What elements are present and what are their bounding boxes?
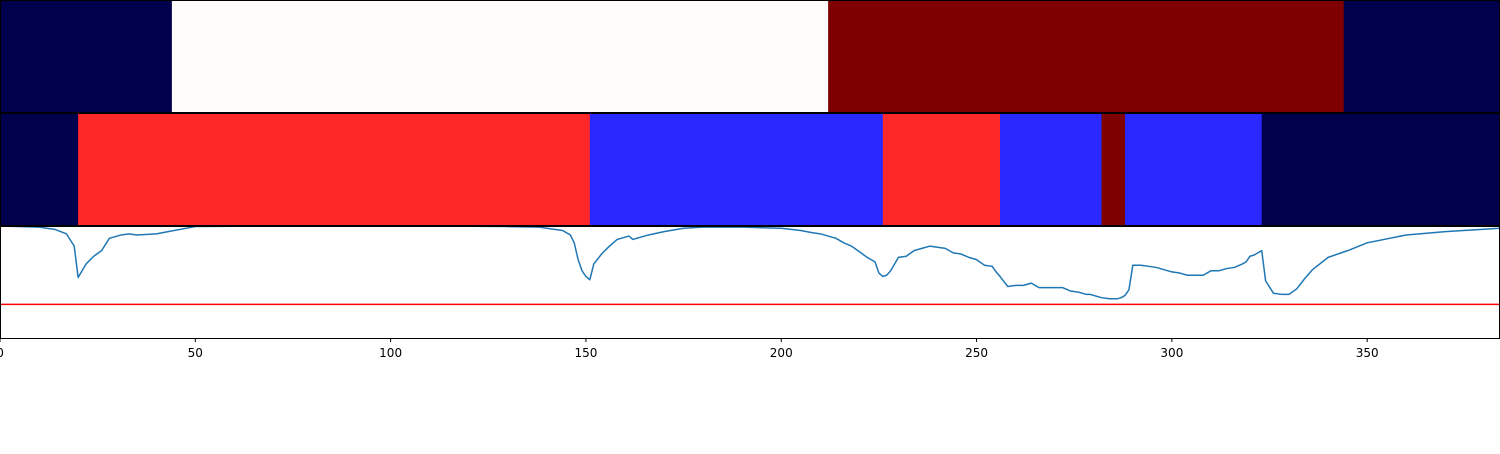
top-band-segment-0 bbox=[0, 0, 173, 112]
middle-band-segment-7 bbox=[1261, 113, 1500, 225]
x-axis: 0 50 100 150 200 250 300 350 bbox=[0, 338, 1379, 360]
line-panel bbox=[0, 226, 1500, 339]
top-band-panel bbox=[0, 0, 1500, 113]
series-line-signal bbox=[0, 226, 1500, 300]
x-tick-label: 100 bbox=[379, 346, 402, 360]
x-tick-label: 200 bbox=[770, 346, 793, 360]
middle-band-segment-4 bbox=[1000, 113, 1103, 225]
middle-band-segment-3 bbox=[882, 113, 1001, 225]
x-tick-label: 0 bbox=[0, 346, 4, 360]
top-band-segment-2 bbox=[828, 0, 1345, 112]
middle-band-segment-1 bbox=[78, 113, 591, 225]
top-band-segment-3 bbox=[1343, 0, 1500, 112]
middle-band-panel bbox=[0, 113, 1500, 226]
x-tick-label: 150 bbox=[574, 346, 597, 360]
x-tick-label: 350 bbox=[1356, 346, 1379, 360]
line-panel-bg bbox=[0, 226, 1500, 338]
middle-band-segment-5 bbox=[1101, 113, 1126, 225]
middle-band-segment-0 bbox=[0, 113, 79, 225]
top-band-segment-1 bbox=[171, 0, 829, 112]
x-tick-label: 50 bbox=[188, 346, 203, 360]
middle-band-segment-6 bbox=[1125, 113, 1263, 225]
x-tick-label: 300 bbox=[1160, 346, 1183, 360]
middle-band-segment-2 bbox=[589, 113, 884, 225]
x-tick-label: 250 bbox=[965, 346, 988, 360]
